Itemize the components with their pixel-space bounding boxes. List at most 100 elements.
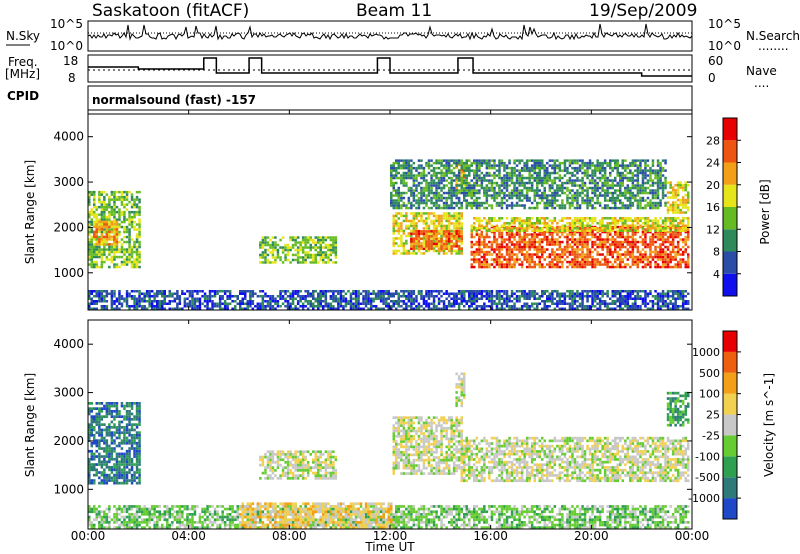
power-cell xyxy=(196,290,199,293)
power-cell xyxy=(568,230,572,234)
power-cell xyxy=(533,263,536,266)
power-cell xyxy=(558,206,562,210)
power-cell xyxy=(279,290,282,293)
power-cell xyxy=(435,201,438,205)
power-cell xyxy=(676,208,680,212)
power-cell xyxy=(619,260,622,264)
power-cell xyxy=(581,224,584,227)
power-cell xyxy=(495,219,499,222)
power-cell xyxy=(546,206,549,210)
power-cell xyxy=(405,166,408,170)
power-cell xyxy=(573,265,577,269)
power-cell xyxy=(312,241,315,244)
power-cell xyxy=(334,261,338,264)
power-cell xyxy=(120,200,124,204)
power-cell xyxy=(457,222,461,225)
power-cell xyxy=(400,194,403,197)
power-cell xyxy=(379,292,383,295)
power-cell xyxy=(510,179,514,182)
power-cell xyxy=(163,307,166,310)
power-cell xyxy=(90,297,93,300)
power-cell xyxy=(213,290,217,293)
power-cell xyxy=(676,253,680,256)
power-cell xyxy=(541,199,544,202)
power-cell xyxy=(525,176,529,180)
power-cell xyxy=(551,250,554,254)
power-cell xyxy=(581,245,584,249)
power-cell xyxy=(400,242,403,245)
power-cell xyxy=(480,265,484,269)
power-cell xyxy=(505,194,509,197)
power-cell xyxy=(681,206,685,209)
power-cell xyxy=(498,166,501,170)
power-cell xyxy=(460,189,463,192)
power-cell xyxy=(412,212,416,215)
power-cell xyxy=(269,295,272,298)
power-cell xyxy=(681,224,685,227)
power-cell xyxy=(120,260,124,264)
power-cell xyxy=(553,176,557,180)
power-cell xyxy=(478,161,481,165)
power-cell xyxy=(541,253,544,256)
power-cell xyxy=(614,245,617,249)
power-cell xyxy=(536,204,539,207)
power-cell xyxy=(327,307,330,310)
power-cell xyxy=(130,290,134,293)
power-cell xyxy=(452,174,456,177)
power-cell xyxy=(546,174,549,177)
power-cell xyxy=(93,263,96,266)
power-cell xyxy=(533,189,536,192)
power-cell xyxy=(420,166,423,170)
power-cell xyxy=(498,253,501,256)
power-cell xyxy=(520,176,524,180)
power-cell xyxy=(88,305,91,308)
power-cell xyxy=(261,238,265,242)
power-cell xyxy=(402,184,406,187)
power-cell xyxy=(671,193,675,197)
power-cell xyxy=(279,258,282,262)
power-cell xyxy=(676,263,680,266)
power-cell xyxy=(95,307,98,310)
power-cell xyxy=(422,219,426,223)
power-cell xyxy=(495,240,499,244)
power-cell xyxy=(508,263,511,266)
power-cell xyxy=(629,255,632,259)
power-cell xyxy=(596,258,599,261)
power-cell xyxy=(427,166,431,170)
power-cell xyxy=(598,169,602,172)
power-cell xyxy=(659,243,662,246)
power-cell xyxy=(568,176,572,180)
power-cell xyxy=(410,204,413,207)
power-cell xyxy=(581,235,584,239)
power-cell xyxy=(485,243,489,246)
nsky-label: N.Sky xyxy=(6,29,40,43)
power-cell xyxy=(473,253,476,256)
power-cell xyxy=(644,169,647,172)
power-cell xyxy=(488,161,491,165)
power-cell xyxy=(588,260,592,264)
power-cell xyxy=(430,235,433,238)
power-cell xyxy=(541,196,544,200)
power-cell xyxy=(488,217,491,220)
power-cell xyxy=(118,230,121,234)
power-cell xyxy=(130,250,134,254)
power-cell xyxy=(110,193,114,196)
power-cell xyxy=(508,230,511,234)
power-cell xyxy=(548,224,552,227)
power-cell xyxy=(490,179,494,182)
power-cell xyxy=(88,307,91,310)
power-cell xyxy=(606,265,609,269)
power-cell xyxy=(666,258,670,261)
power-cell xyxy=(490,189,494,192)
power-cell xyxy=(561,217,564,220)
power-cell xyxy=(309,305,312,308)
power-cell xyxy=(624,196,627,200)
power-cell xyxy=(634,229,637,232)
power-cell xyxy=(676,186,680,189)
power-cell xyxy=(606,176,609,180)
power-cell xyxy=(651,196,655,200)
power-cell xyxy=(457,237,461,240)
power-cell xyxy=(475,184,479,187)
power-cell xyxy=(397,244,400,248)
power-cell xyxy=(518,191,521,195)
